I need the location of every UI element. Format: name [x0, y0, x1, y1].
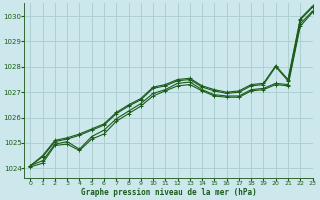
X-axis label: Graphe pression niveau de la mer (hPa): Graphe pression niveau de la mer (hPa)	[81, 188, 256, 197]
